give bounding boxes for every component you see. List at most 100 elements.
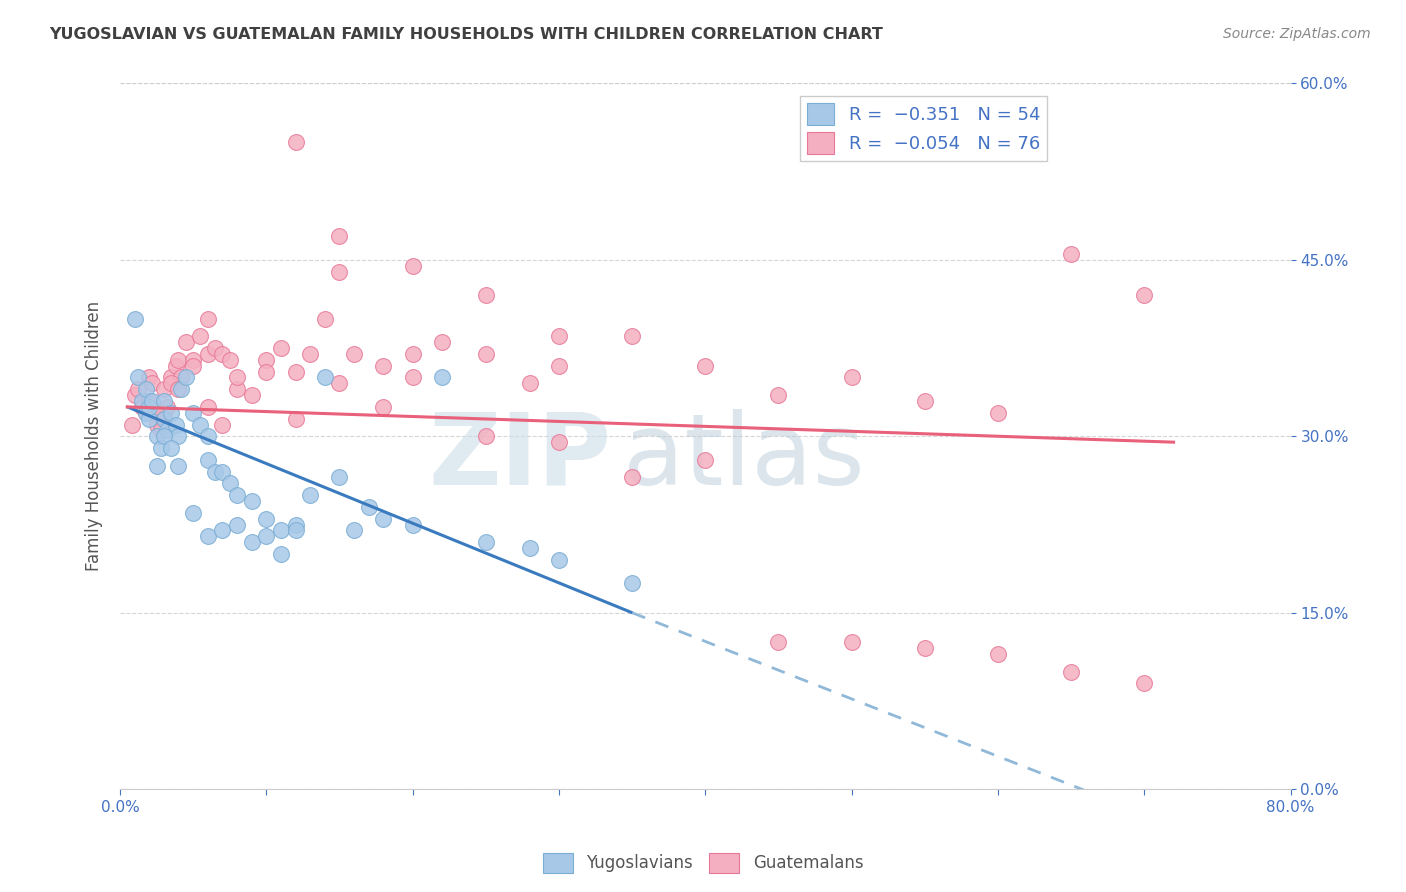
- Point: [174, 370, 197, 384]
- Point: [226, 382, 249, 396]
- Point: [181, 359, 204, 373]
- Point: [197, 452, 219, 467]
- Point: [145, 406, 167, 420]
- Point: [141, 376, 163, 391]
- Point: [254, 511, 277, 525]
- Point: [190, 417, 212, 432]
- Point: [401, 259, 423, 273]
- Point: [548, 553, 571, 567]
- Point: [197, 529, 219, 543]
- Point: [270, 341, 292, 355]
- Point: [135, 406, 157, 420]
- Point: [841, 370, 863, 384]
- Point: [914, 640, 936, 655]
- Point: [153, 429, 176, 443]
- Point: [270, 547, 292, 561]
- Point: [695, 452, 717, 467]
- Point: [475, 347, 498, 361]
- Point: [167, 458, 190, 473]
- Point: [284, 135, 307, 149]
- Point: [401, 370, 423, 384]
- Point: [226, 488, 249, 502]
- Point: [197, 347, 219, 361]
- Point: [124, 311, 146, 326]
- Point: [211, 524, 233, 538]
- Point: [695, 359, 717, 373]
- Point: [987, 406, 1010, 420]
- Point: [121, 417, 143, 432]
- Point: [127, 370, 149, 384]
- Point: [197, 429, 219, 443]
- Point: [299, 488, 322, 502]
- Point: [204, 465, 226, 479]
- Y-axis label: Family Households with Children: Family Households with Children: [86, 301, 103, 572]
- Point: [284, 365, 307, 379]
- Point: [156, 424, 179, 438]
- Point: [141, 394, 163, 409]
- Point: [226, 517, 249, 532]
- Point: [621, 576, 644, 591]
- Text: Source: ZipAtlas.com: Source: ZipAtlas.com: [1223, 27, 1371, 41]
- Point: [160, 376, 183, 391]
- Point: [1060, 247, 1083, 261]
- Point: [167, 352, 190, 367]
- Point: [548, 329, 571, 343]
- Text: YUGOSLAVIAN VS GUATEMALAN FAMILY HOUSEHOLDS WITH CHILDREN CORRELATION CHART: YUGOSLAVIAN VS GUATEMALAN FAMILY HOUSEHO…: [49, 27, 883, 42]
- Point: [131, 400, 153, 414]
- Point: [138, 370, 160, 384]
- Point: [138, 394, 160, 409]
- Legend: R =  −0.351   N = 54, R =  −0.054   N = 76: R = −0.351 N = 54, R = −0.054 N = 76: [800, 96, 1047, 161]
- Point: [167, 382, 190, 396]
- Point: [1133, 676, 1156, 690]
- Point: [475, 429, 498, 443]
- Point: [357, 500, 380, 514]
- Point: [343, 347, 366, 361]
- Point: [135, 382, 157, 396]
- Point: [254, 529, 277, 543]
- Point: [165, 417, 187, 432]
- Point: [218, 352, 240, 367]
- Point: [621, 329, 644, 343]
- Point: [548, 359, 571, 373]
- Point: [149, 441, 172, 455]
- Point: [153, 411, 176, 425]
- Point: [621, 470, 644, 484]
- Point: [1133, 288, 1156, 302]
- Point: [160, 441, 183, 455]
- Point: [153, 382, 176, 396]
- Point: [145, 458, 167, 473]
- Point: [343, 524, 366, 538]
- Point: [254, 352, 277, 367]
- Point: [153, 394, 176, 409]
- Point: [218, 476, 240, 491]
- Point: [211, 465, 233, 479]
- Point: [430, 370, 453, 384]
- Point: [987, 647, 1010, 661]
- Point: [328, 376, 350, 391]
- Point: [270, 524, 292, 538]
- Point: [138, 400, 160, 414]
- Point: [174, 335, 197, 350]
- Point: [181, 352, 204, 367]
- Point: [373, 400, 395, 414]
- Point: [127, 382, 149, 396]
- Point: [160, 370, 183, 384]
- Point: [328, 229, 350, 244]
- Point: [197, 400, 219, 414]
- Text: ZIP: ZIP: [429, 409, 612, 506]
- Point: [240, 388, 263, 402]
- Point: [314, 370, 336, 384]
- Point: [149, 424, 172, 438]
- Point: [284, 517, 307, 532]
- Point: [519, 541, 541, 555]
- Point: [284, 524, 307, 538]
- Point: [914, 394, 936, 409]
- Point: [548, 435, 571, 450]
- Point: [204, 341, 226, 355]
- Point: [181, 406, 204, 420]
- Point: [197, 311, 219, 326]
- Point: [519, 376, 541, 391]
- Point: [211, 347, 233, 361]
- Point: [153, 411, 176, 425]
- Point: [131, 394, 153, 409]
